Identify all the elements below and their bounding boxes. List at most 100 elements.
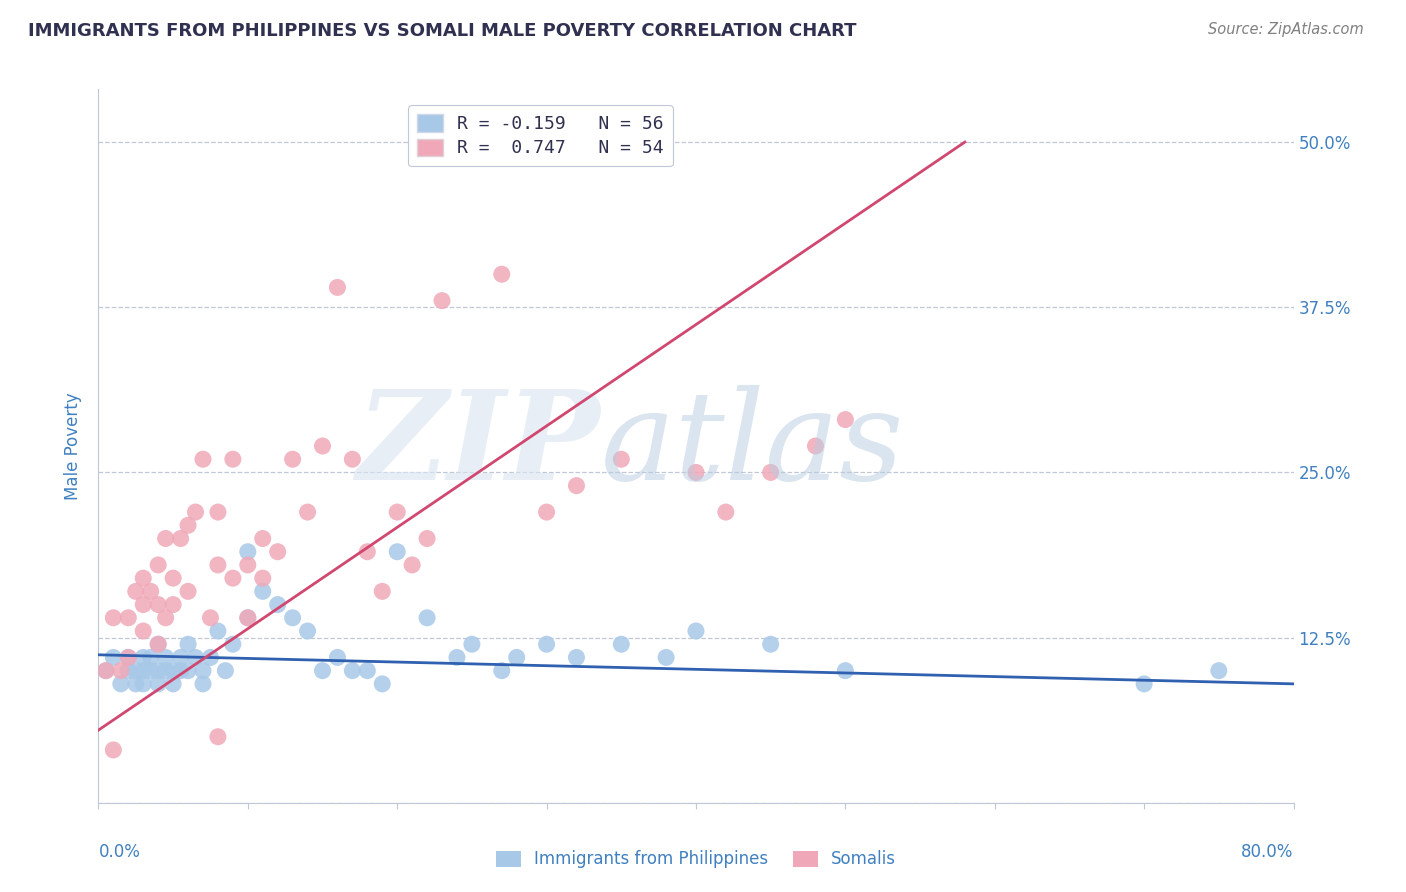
- Point: [430, 293, 453, 308]
- Point: [326, 650, 349, 665]
- Text: atlas: atlas: [600, 385, 904, 507]
- Point: [155, 664, 177, 678]
- Point: [132, 677, 155, 691]
- Point: [326, 280, 349, 294]
- Point: [148, 637, 170, 651]
- Point: [804, 439, 827, 453]
- Point: [311, 664, 333, 678]
- Point: [714, 505, 737, 519]
- Point: [267, 545, 290, 559]
- Point: [610, 452, 633, 467]
- Point: [155, 650, 177, 665]
- Point: [267, 598, 290, 612]
- Point: [169, 664, 191, 678]
- Point: [685, 624, 707, 638]
- Point: [207, 558, 229, 572]
- Point: [446, 650, 468, 665]
- Point: [222, 452, 245, 467]
- Text: ZIP: ZIP: [357, 385, 600, 507]
- Point: [177, 584, 200, 599]
- Point: [200, 611, 222, 625]
- Point: [759, 637, 782, 651]
- Point: [125, 664, 148, 678]
- Point: [148, 664, 170, 678]
- Point: [117, 611, 139, 625]
- Point: [610, 637, 633, 651]
- Point: [139, 584, 162, 599]
- Point: [207, 505, 229, 519]
- Point: [177, 518, 200, 533]
- Point: [536, 505, 558, 519]
- Point: [103, 650, 125, 665]
- Point: [184, 505, 207, 519]
- Point: [155, 611, 177, 625]
- Point: [125, 584, 148, 599]
- Point: [132, 664, 155, 678]
- Point: [125, 677, 148, 691]
- Point: [103, 611, 125, 625]
- Point: [139, 664, 162, 678]
- Point: [685, 466, 707, 480]
- Point: [491, 664, 513, 678]
- Point: [177, 637, 200, 651]
- Point: [207, 730, 229, 744]
- Point: [236, 558, 259, 572]
- Point: [162, 571, 184, 585]
- Point: [834, 412, 856, 426]
- Point: [162, 677, 184, 691]
- Point: [252, 584, 274, 599]
- Point: [169, 532, 191, 546]
- Point: [103, 743, 125, 757]
- Point: [236, 611, 259, 625]
- Point: [297, 624, 319, 638]
- Point: [177, 664, 200, 678]
- Point: [222, 637, 245, 651]
- Point: [148, 637, 170, 651]
- Point: [207, 624, 229, 638]
- Point: [94, 664, 117, 678]
- Point: [1133, 677, 1156, 691]
- Point: [191, 664, 214, 678]
- Point: [311, 439, 333, 453]
- Point: [356, 545, 378, 559]
- Point: [191, 677, 214, 691]
- Point: [110, 677, 132, 691]
- Point: [200, 650, 222, 665]
- Point: [162, 598, 184, 612]
- Point: [148, 677, 170, 691]
- Point: [148, 598, 170, 612]
- Point: [169, 650, 191, 665]
- Point: [252, 571, 274, 585]
- Point: [565, 478, 588, 492]
- Point: [132, 624, 155, 638]
- Point: [371, 677, 394, 691]
- Point: [416, 532, 439, 546]
- Point: [132, 598, 155, 612]
- Text: 0.0%: 0.0%: [98, 843, 141, 861]
- Point: [222, 571, 245, 585]
- Text: 80.0%: 80.0%: [1241, 843, 1294, 861]
- Point: [655, 650, 678, 665]
- Point: [236, 545, 259, 559]
- Text: IMMIGRANTS FROM PHILIPPINES VS SOMALI MALE POVERTY CORRELATION CHART: IMMIGRANTS FROM PHILIPPINES VS SOMALI MA…: [28, 22, 856, 40]
- Point: [356, 664, 378, 678]
- Point: [132, 571, 155, 585]
- Point: [506, 650, 529, 665]
- Legend: Immigrants from Philippines, Somalis: Immigrants from Philippines, Somalis: [488, 842, 904, 877]
- Point: [117, 664, 139, 678]
- Point: [132, 650, 155, 665]
- Point: [371, 584, 394, 599]
- Point: [281, 452, 304, 467]
- Point: [236, 611, 259, 625]
- Point: [94, 664, 117, 678]
- Point: [385, 505, 409, 519]
- Point: [834, 664, 856, 678]
- Point: [184, 650, 207, 665]
- Text: Source: ZipAtlas.com: Source: ZipAtlas.com: [1208, 22, 1364, 37]
- Point: [214, 664, 236, 678]
- Point: [491, 267, 513, 281]
- Point: [117, 650, 139, 665]
- Point: [401, 558, 423, 572]
- Point: [565, 650, 588, 665]
- Point: [297, 505, 319, 519]
